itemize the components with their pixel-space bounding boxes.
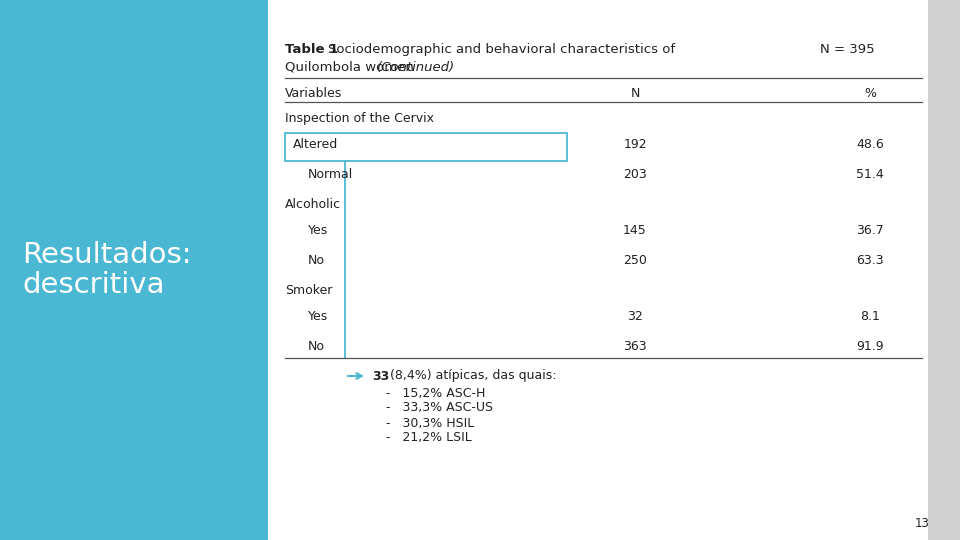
Text: 363: 363 bbox=[623, 340, 647, 353]
Text: No: No bbox=[308, 340, 325, 353]
Text: Quilombola women: Quilombola women bbox=[285, 61, 419, 74]
Text: No: No bbox=[308, 254, 325, 267]
Bar bbox=[268, 0, 928, 540]
Text: Yes: Yes bbox=[308, 310, 328, 323]
Text: 203: 203 bbox=[623, 168, 647, 181]
Text: 63.3: 63.3 bbox=[856, 254, 884, 267]
Text: Sociodemographic and behavioral characteristics of: Sociodemographic and behavioral characte… bbox=[328, 43, 675, 56]
Text: -   33,3% ASC-US: - 33,3% ASC-US bbox=[386, 402, 493, 415]
Bar bbox=[285, 133, 567, 161]
Bar bbox=[0, 0, 268, 540]
Text: Yes: Yes bbox=[308, 224, 328, 237]
Text: 145: 145 bbox=[623, 224, 647, 237]
Text: Normal: Normal bbox=[308, 168, 353, 181]
Text: 33: 33 bbox=[372, 369, 389, 382]
Text: N: N bbox=[631, 87, 639, 100]
Text: 13: 13 bbox=[915, 517, 930, 530]
Text: 51.4: 51.4 bbox=[856, 168, 884, 181]
Text: (Continued): (Continued) bbox=[377, 61, 455, 74]
Text: 91.9: 91.9 bbox=[856, 340, 884, 353]
Text: descritiva: descritiva bbox=[22, 271, 164, 299]
Text: -   21,2% LSIL: - 21,2% LSIL bbox=[386, 431, 471, 444]
Text: -   30,3% HSIL: - 30,3% HSIL bbox=[386, 416, 474, 429]
Bar bbox=[928, 0, 960, 540]
Text: Alcoholic: Alcoholic bbox=[285, 198, 341, 211]
Text: -   15,2% ASC-H: - 15,2% ASC-H bbox=[386, 387, 486, 400]
Text: Table 1: Table 1 bbox=[285, 43, 338, 56]
Text: 250: 250 bbox=[623, 254, 647, 267]
Text: 32: 32 bbox=[627, 310, 643, 323]
Text: (8,4%) atípicas, das quais:: (8,4%) atípicas, das quais: bbox=[386, 369, 557, 382]
Text: Resultados:: Resultados: bbox=[22, 241, 191, 269]
Text: N = 395: N = 395 bbox=[820, 43, 875, 56]
Text: 8.1: 8.1 bbox=[860, 310, 880, 323]
Text: 48.6: 48.6 bbox=[856, 138, 884, 151]
Text: Inspection of the Cervix: Inspection of the Cervix bbox=[285, 112, 434, 125]
Text: 192: 192 bbox=[623, 138, 647, 151]
Text: 36.7: 36.7 bbox=[856, 224, 884, 237]
Text: Smoker: Smoker bbox=[285, 284, 332, 297]
Text: Altered: Altered bbox=[293, 138, 338, 151]
Text: %: % bbox=[864, 87, 876, 100]
Text: Variables: Variables bbox=[285, 87, 343, 100]
